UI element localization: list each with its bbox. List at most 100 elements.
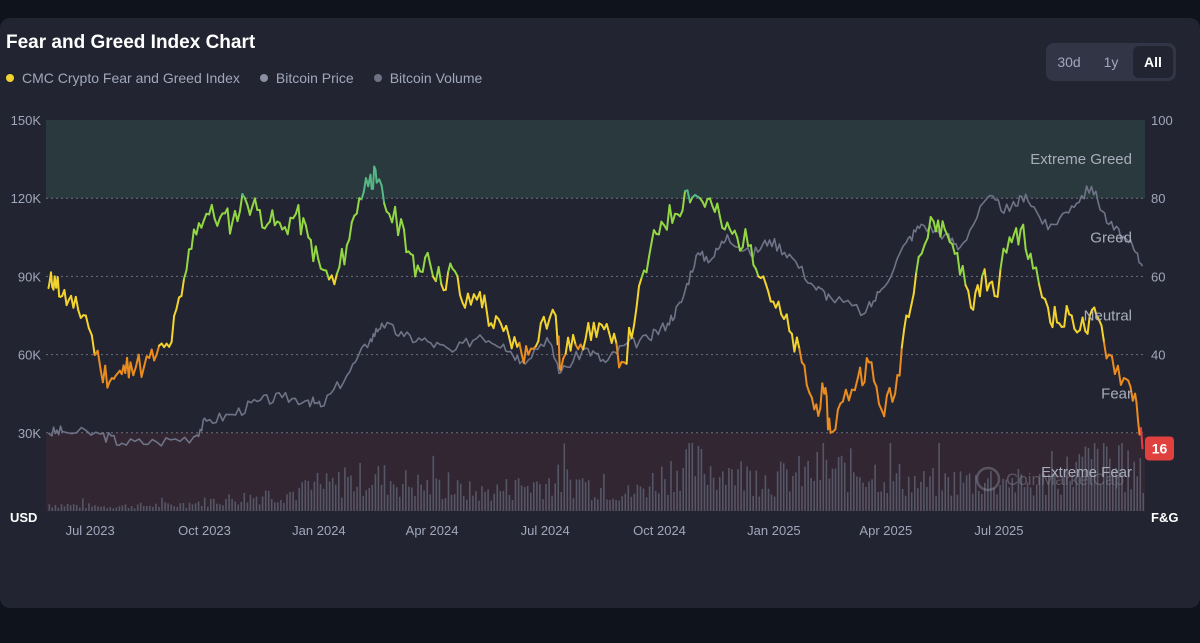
volume-bar — [341, 497, 343, 511]
fear-greed-segment — [518, 341, 523, 356]
fear-greed-segment — [926, 216, 932, 239]
fear-greed-segment — [554, 314, 558, 330]
fear-greed-segment — [444, 271, 450, 291]
volume-bar — [999, 485, 1001, 511]
volume-bar — [846, 492, 849, 511]
fear-greed-segment — [681, 190, 686, 212]
legend-label-bitcoin-price: Bitcoin Price — [275, 70, 354, 86]
grid-layer — [46, 197, 1145, 434]
fear-greed-segment — [527, 347, 532, 356]
volume-bar — [301, 482, 303, 511]
volume-bar — [615, 499, 617, 511]
volume-bar — [267, 490, 270, 511]
volume-bar — [1023, 487, 1026, 511]
volume-bar — [1133, 461, 1135, 511]
volume-bar — [761, 489, 764, 511]
fear-greed-segment — [378, 178, 383, 187]
volume-bar — [478, 500, 480, 511]
volume-bar — [161, 497, 163, 511]
fear-greed-segment — [613, 332, 618, 346]
volume-bar — [63, 506, 66, 511]
fear-greed-segment — [894, 374, 899, 395]
fear-greed-segment — [726, 221, 731, 231]
volume-bar — [331, 477, 334, 511]
fear-greed-segment — [63, 289, 68, 307]
volume-bar — [392, 484, 395, 511]
volume-bar — [405, 470, 407, 511]
volume-bar — [828, 478, 831, 511]
volume-bar — [840, 455, 843, 511]
fear-greed-segment — [537, 322, 542, 343]
volume-bar — [444, 498, 447, 511]
fear-greed-segment — [557, 335, 561, 370]
legend-dot-bitcoin-volume — [373, 74, 382, 82]
volume-bar — [804, 466, 806, 511]
fear-greed-segment — [416, 264, 422, 273]
fear-greed-segment — [1140, 427, 1144, 450]
range-button-1y[interactable]: 1y — [1103, 54, 1119, 70]
volume-bar — [1014, 492, 1017, 511]
legend-item-fear-greed[interactable]: CMC Crypto Fear and Greed Index — [6, 70, 240, 86]
fear-greed-segment — [1065, 305, 1071, 316]
volume-bar — [974, 475, 977, 511]
volume-bar — [1093, 443, 1096, 511]
volume-bar — [587, 480, 590, 511]
volume-bar — [283, 502, 285, 511]
fear-greed-segment — [304, 224, 310, 239]
volume-bar — [530, 492, 532, 511]
legend-item-bitcoin-volume[interactable]: Bitcoin Volume — [373, 70, 482, 86]
fear-greed-chart: CoinMarketCap Extreme Greed Greed Neutral F… — [10, 113, 1178, 538]
volume-bar — [810, 478, 812, 511]
fear-greed-segment — [640, 269, 645, 280]
fear-greed-segment — [1116, 364, 1122, 386]
legend-item-bitcoin-price[interactable]: Bitcoin Price — [259, 70, 354, 86]
fear-greed-segment — [648, 242, 653, 258]
chart-title: Fear and Greed Index Chart — [6, 32, 256, 53]
fear-greed-segment — [74, 295, 80, 312]
fear-greed-segment — [1010, 233, 1015, 244]
volume-bar — [563, 443, 566, 511]
volume-bar — [871, 479, 873, 511]
fear-greed-segment — [50, 271, 54, 288]
volume-bar — [673, 492, 675, 511]
volume-bar — [618, 500, 620, 511]
fear-greed-segment — [297, 204, 302, 236]
fear-greed-segment — [898, 346, 903, 377]
volume-bar — [374, 474, 377, 511]
fear-greed-segment — [736, 236, 741, 252]
fear-greed-segment — [380, 184, 386, 205]
volume-bar — [264, 490, 267, 511]
fear-greed-segment — [137, 353, 143, 378]
volume-bar — [1124, 492, 1126, 511]
volume-bar — [124, 504, 127, 511]
y-left-tick-label: 60K — [18, 348, 41, 363]
volume-bar — [466, 499, 468, 511]
fear-greed-segment — [828, 417, 832, 434]
fear-greed-segment — [236, 210, 241, 223]
volume-bar — [676, 470, 678, 511]
time-range-selector: 30d 1y All — [1046, 43, 1176, 81]
current-value-badge-text: 16 — [1152, 440, 1168, 456]
watermark-text: CoinMarketCap — [1006, 470, 1124, 489]
fear-greed-segment — [946, 233, 951, 243]
fear-greed-segment — [665, 204, 671, 231]
range-button-30d[interactable]: 30d — [1057, 54, 1081, 70]
fear-greed-segment — [150, 348, 156, 362]
volume-bar — [779, 461, 782, 511]
volume-bar — [914, 476, 916, 511]
volume-bar — [859, 477, 861, 511]
volume-bar — [633, 493, 636, 511]
volume-bar — [149, 505, 151, 511]
volume-bar — [121, 505, 124, 511]
fear-greed-segment — [754, 267, 760, 278]
volume-bar — [1112, 469, 1114, 511]
watermark: CoinMarketCap — [975, 466, 1124, 492]
volume-bar — [216, 503, 218, 511]
volume-bar — [947, 477, 950, 511]
volume-bar — [526, 486, 529, 511]
volume-bar — [386, 494, 389, 511]
volume-bar — [645, 497, 648, 511]
range-button-all[interactable]: All — [1133, 46, 1173, 78]
fear-greed-segment — [915, 255, 920, 274]
volume-bar — [350, 475, 352, 511]
